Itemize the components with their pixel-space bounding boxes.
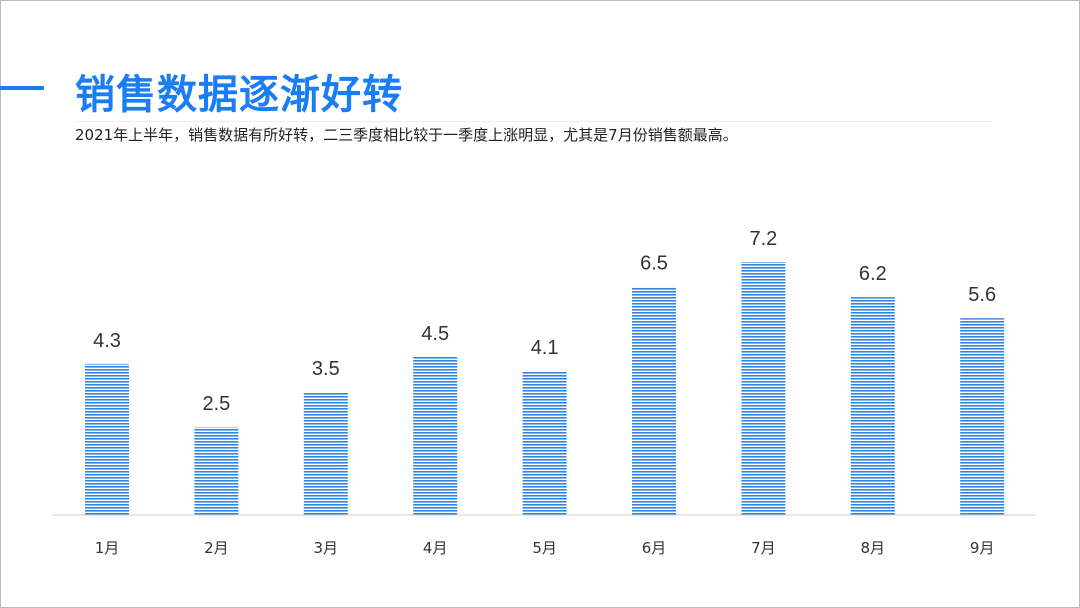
x-tick-label-7: 7月 (751, 539, 776, 557)
page-subtitle: 2021年上半年，销售数据有所好转，二三季度相比较于一季度上涨明显，尤其是7月份… (75, 126, 738, 144)
bar-3 (303, 392, 348, 515)
x-tick-label-9: 9月 (970, 539, 995, 557)
x-tick-label-5: 5月 (532, 539, 557, 557)
data-label-5: 4.1 (531, 337, 559, 359)
x-tick-label-8: 8月 (861, 539, 886, 557)
x-tick-label-4: 4月 (423, 539, 448, 557)
data-label-6: 6.5 (640, 253, 668, 275)
bar-6 (632, 286, 676, 515)
bar-8 (850, 297, 895, 515)
bar-9 (960, 318, 1005, 515)
bar-1 (85, 363, 129, 515)
data-label-2: 2.5 (202, 393, 230, 415)
title-divider (75, 121, 991, 122)
data-label-8: 6.2 (859, 263, 887, 285)
bars-group (85, 262, 1005, 515)
bar-5 (522, 370, 567, 515)
page-title: 销售数据逐渐好转 (75, 72, 403, 118)
x-tick-label-6: 6月 (642, 539, 667, 557)
title-accent-bar (0, 86, 44, 90)
labels-group: 4.3 1月 2.5 2月 3.5 3月 4.5 4月 4.1 5月 6.5 6月 7.2 7月 6.2 8月… (93, 228, 996, 557)
data-label-4: 4.5 (421, 323, 449, 345)
data-label-3: 3.5 (312, 358, 340, 380)
bar-2 (194, 427, 239, 515)
x-tick-label-2: 2月 (204, 539, 229, 557)
bar-4 (413, 356, 458, 515)
bar-7 (741, 262, 786, 515)
data-label-9: 5.6 (968, 284, 996, 306)
data-label-1: 4.3 (93, 330, 121, 352)
x-tick-label-3: 3月 (314, 539, 339, 557)
x-tick-label-1: 1月 (95, 539, 120, 557)
data-label-7: 7.2 (749, 228, 777, 250)
